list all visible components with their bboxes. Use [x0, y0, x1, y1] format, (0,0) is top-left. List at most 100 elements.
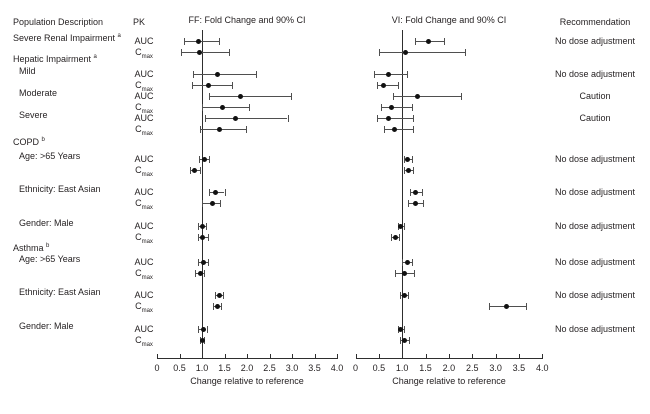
pk-label: AUC [134, 221, 154, 231]
ci-cap-vi [400, 291, 402, 299]
ci-cap-ff [287, 114, 289, 122]
ci-cap-vi [402, 258, 404, 266]
axis-tick-vi [495, 354, 497, 358]
population-label: Ethnicity: East Asian [19, 184, 101, 194]
ci-cap-vi [488, 302, 490, 310]
data-point-ff [199, 223, 205, 229]
axis-tick-label-ff: 2.0 [240, 363, 254, 373]
ci-line-ff [208, 95, 292, 97]
population-label: Severe Renal Impairment a [13, 33, 121, 43]
ci-line-vi [376, 117, 413, 119]
pk-label: Cmax [135, 268, 153, 281]
ci-cap-ff [213, 302, 215, 310]
ci-cap-ff [220, 199, 221, 207]
data-point-vi [415, 93, 421, 99]
ci-cap-ff [204, 336, 206, 344]
reference-line-vi [402, 30, 404, 358]
ci-cap-ff [206, 222, 208, 230]
ci-cap-ff [204, 269, 206, 277]
ci-cap-vi [392, 92, 394, 100]
data-point-ff [197, 270, 203, 276]
ci-cap-ff [224, 188, 226, 196]
ci-cap-vi [412, 114, 414, 122]
ci-cap-vi [394, 269, 396, 277]
ci-cap-vi [390, 233, 392, 241]
ci-cap-ff [189, 166, 191, 174]
population-label: Ethnicity: East Asian [19, 287, 101, 297]
population-column-header: Population Description [13, 17, 104, 27]
ci-cap-ff [193, 70, 194, 78]
ci-cap-vi [412, 155, 414, 163]
axis-tick-label-ff: 0.5 [173, 363, 186, 373]
axis-tick-vi [518, 354, 520, 358]
ci-cap-vi [397, 325, 399, 333]
axis-tick-label-ff: 0 [154, 363, 160, 373]
ci-cap-vi [383, 125, 385, 133]
recommendation-label: No dose adjustment [554, 154, 636, 164]
ci-cap-ff [197, 222, 199, 230]
data-point-ff [219, 104, 225, 110]
ci-cap-vi [422, 199, 424, 207]
axis-tick-label-vi: 1.0 [395, 363, 409, 373]
ci-cap-ff [197, 258, 199, 266]
ci-cap-ff [291, 92, 293, 100]
ci-cap-vi [465, 48, 467, 56]
data-point-ff [197, 49, 203, 55]
axis-tick-ff [247, 354, 248, 358]
data-point-vi [389, 104, 395, 110]
ff-axis-title: Change relative to reference [190, 376, 304, 386]
vi-panel-title: VI: Fold Change and 90% CI [391, 15, 507, 25]
ci-cap-ff [256, 70, 257, 78]
ci-cap-vi [412, 125, 414, 133]
recommendation-label: No dose adjustment [554, 257, 636, 267]
ci-cap-vi [526, 302, 528, 310]
recommendation-label: No dose adjustment [554, 324, 636, 334]
ci-cap-ff [249, 103, 251, 111]
ci-line-vi [392, 95, 461, 97]
ci-line-ff [192, 84, 233, 86]
axis-tick-label-ff: 2.5 [263, 363, 276, 373]
ci-cap-ff [229, 48, 230, 56]
group-label: Hepatic Impairment a [13, 54, 97, 64]
data-point-vi [402, 337, 408, 343]
ci-cap-ff [180, 48, 182, 56]
pk-label: AUC [134, 257, 154, 267]
ci-cap-vi [404, 222, 406, 230]
population-label: Severe [19, 110, 48, 120]
axis-tick-ff [337, 354, 338, 358]
ci-cap-vi [374, 70, 376, 78]
ci-cap-ff [184, 37, 185, 45]
data-point-ff [200, 259, 206, 265]
data-point-vi [425, 38, 431, 44]
ci-line-vi [378, 51, 466, 53]
axis-tick-label-vi: 1.5 [419, 363, 432, 373]
recommendation-label: Caution [579, 91, 611, 101]
data-point-ff [199, 234, 205, 240]
axis-tick-vi [425, 354, 427, 358]
data-point-ff [192, 167, 198, 173]
ci-cap-vi [397, 222, 399, 230]
ci-cap-vi [381, 103, 383, 111]
x-axis-line-ff [157, 358, 338, 359]
data-point-ff [215, 71, 221, 77]
axis-tick-label-vi: 4.0 [536, 363, 549, 373]
ci-cap-vi [397, 81, 399, 89]
data-point-ff [199, 337, 205, 343]
pk-label: Cmax [135, 80, 153, 93]
ci-cap-vi [412, 166, 414, 174]
ci-cap-vi [378, 48, 380, 56]
vi-axis-title: Change relative to reference [392, 376, 506, 386]
data-point-vi [412, 200, 418, 206]
data-point-ff [200, 326, 206, 332]
data-point-ff [217, 292, 223, 298]
ci-cap-vi [444, 37, 446, 45]
ci-cap-vi [407, 291, 409, 299]
data-point-ff [195, 38, 201, 44]
ci-cap-vi [403, 166, 405, 174]
ci-line-ff [180, 51, 229, 53]
ci-cap-vi [376, 114, 378, 122]
axis-tick-vi [378, 354, 380, 358]
data-point-vi [403, 49, 409, 55]
ci-cap-vi [422, 188, 424, 196]
ci-cap-vi [376, 81, 378, 89]
